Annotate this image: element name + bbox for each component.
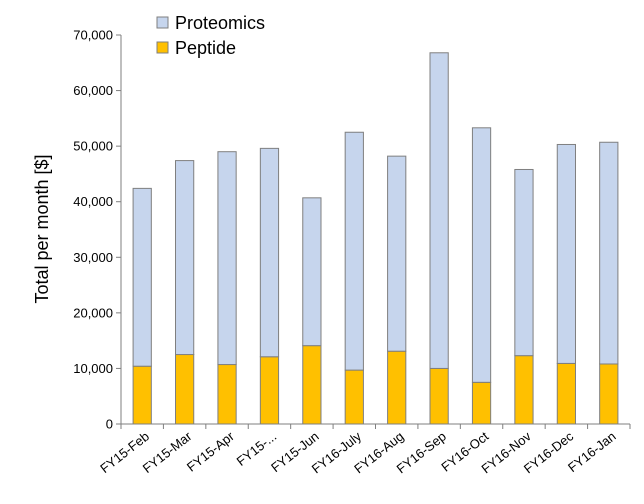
y-tick-label: 60,000: [73, 83, 113, 98]
bar-proteomics: [429, 52, 449, 369]
x-tick-label: FY16-Jan: [565, 429, 619, 476]
y-axis-title: Total per month [$]: [32, 154, 52, 303]
y-tick-label: 70,000: [73, 28, 113, 43]
bar-peptide: [175, 354, 195, 425]
bar-proteomics: [514, 168, 534, 357]
y-tick-label: 40,000: [73, 194, 113, 209]
bar-proteomics: [344, 131, 364, 371]
bar-peptide: [387, 350, 407, 425]
bars: [132, 52, 619, 425]
x-tick-label: FY15-Apr: [184, 428, 238, 474]
bar-proteomics: [259, 147, 280, 358]
y-tick-label: 0: [106, 417, 113, 432]
y-tick-label: 50,000: [73, 139, 113, 154]
legend-label: Peptide: [175, 38, 236, 58]
bar-peptide: [344, 369, 364, 425]
bar-peptide: [514, 355, 534, 425]
x-axis: FY15-FebFY15-MarFY15-AprFY15-...FY15-Jun…: [97, 423, 631, 476]
bar-proteomics: [556, 143, 576, 364]
y-tick-label: 10,000: [73, 361, 113, 376]
bar-peptide: [132, 365, 152, 425]
bar-peptide: [217, 364, 237, 425]
bar-proteomics: [302, 197, 322, 347]
bar-proteomics: [217, 151, 237, 366]
bar-proteomics: [599, 141, 619, 365]
bar-peptide: [599, 363, 619, 425]
bar-proteomics: [175, 160, 195, 356]
bar-proteomics: [471, 127, 492, 383]
bar-peptide: [429, 367, 449, 425]
legend-swatch: [156, 16, 169, 29]
bar-peptide: [302, 345, 322, 425]
y-axis: 0 10,000 20,000 30,000 40,000 50,000 60,000 70,…: [73, 28, 122, 432]
bar-peptide: [471, 381, 492, 425]
legend-label: Proteomics: [175, 13, 265, 33]
bar-proteomics: [132, 187, 152, 367]
y-tick-label: 30,000: [73, 250, 113, 265]
bar-proteomics: [387, 155, 407, 352]
legend: Proteomics Peptide: [156, 13, 265, 58]
bar-peptide: [556, 362, 576, 425]
legend-swatch: [156, 41, 169, 54]
bar-peptide: [259, 356, 280, 425]
y-tick-label: 20,000: [73, 305, 113, 320]
